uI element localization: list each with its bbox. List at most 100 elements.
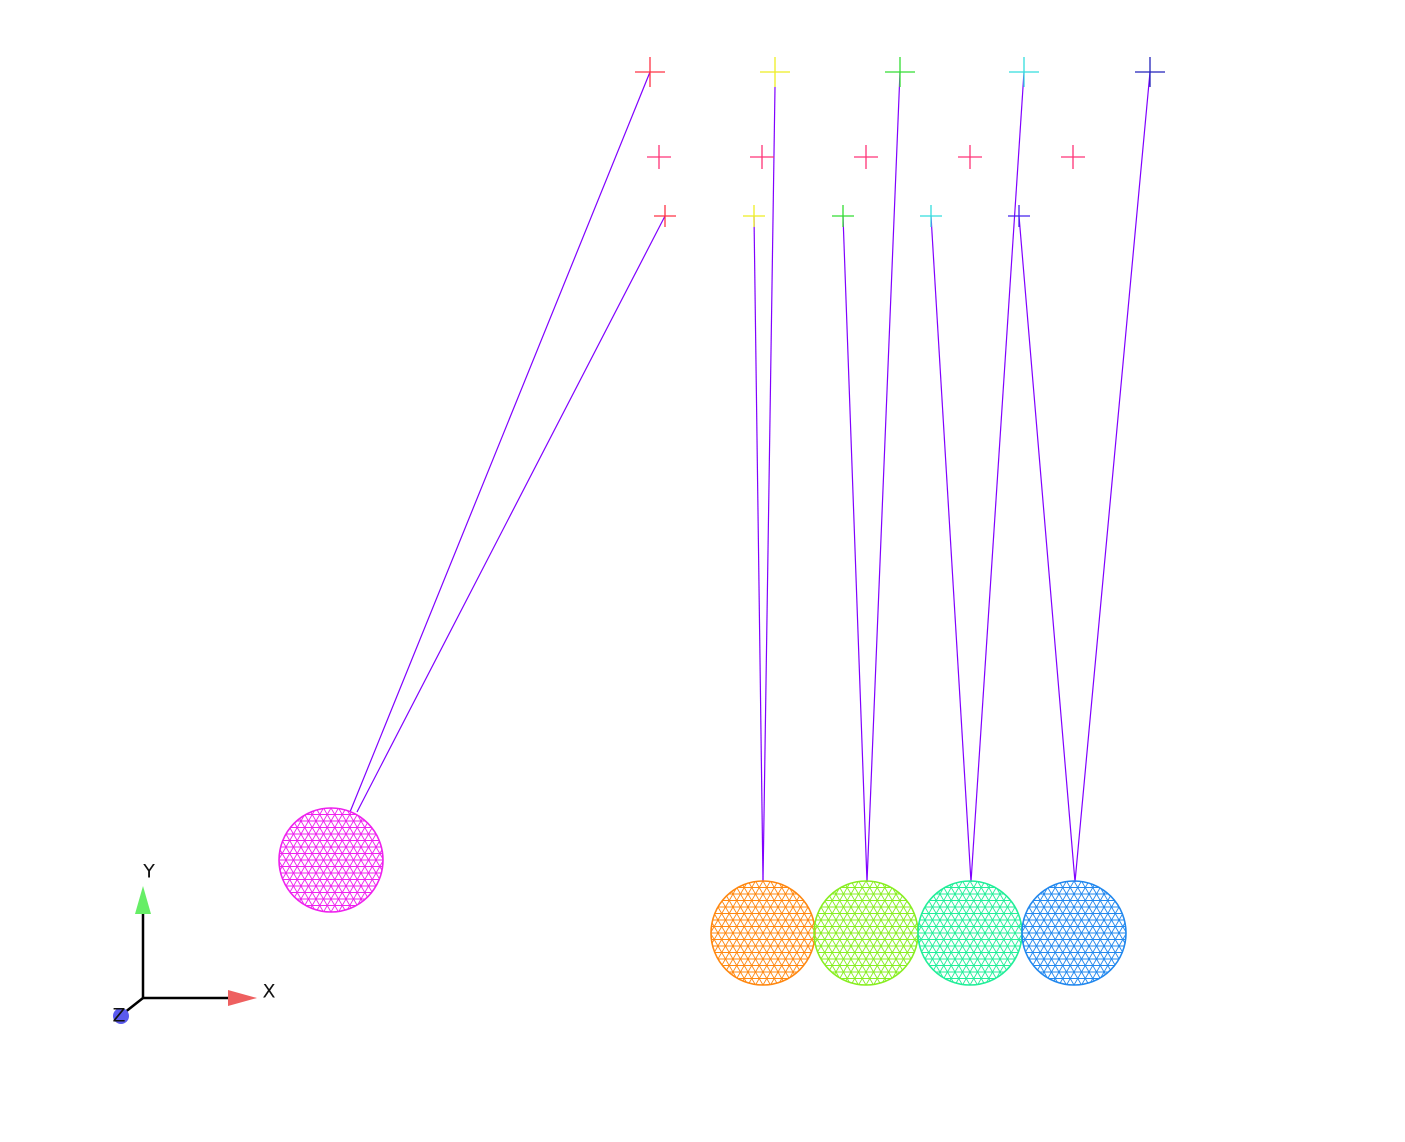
mesh-line	[932, 881, 986, 972]
mesh-line	[279, 808, 330, 890]
y-axis-label: Y	[142, 861, 155, 883]
z-axis-line	[123, 997, 144, 1014]
mesh-line	[839, 887, 893, 979]
mesh-line	[344, 837, 383, 912]
mesh-line	[1047, 887, 1101, 979]
y-axis-cone	[135, 886, 151, 914]
mesh-line	[862, 900, 915, 985]
mesh-line	[1075, 903, 1126, 985]
mesh-line	[867, 881, 918, 963]
anchor-cross	[750, 145, 774, 169]
sphere	[814, 881, 918, 985]
mesh-line	[759, 900, 812, 985]
string	[842, 215, 868, 883]
mesh-line	[753, 897, 807, 985]
mesh-line	[1041, 884, 1095, 976]
mesh-line	[344, 808, 383, 883]
sphere	[711, 881, 815, 985]
mesh-line	[282, 808, 335, 893]
mesh-line	[1030, 897, 1084, 985]
mesh-line	[983, 881, 1022, 956]
mesh-line	[833, 890, 887, 982]
anchor-cross	[760, 57, 790, 87]
string	[970, 71, 1025, 883]
mesh-line	[776, 881, 815, 956]
anchor-cross	[854, 145, 878, 169]
mesh-line	[1087, 881, 1126, 956]
mesh-line	[719, 881, 773, 969]
mesh-line	[764, 881, 815, 963]
mesh-line	[1022, 903, 1073, 985]
mesh-line	[719, 897, 773, 985]
mesh-line	[814, 910, 853, 985]
x-axis-label: X	[262, 981, 275, 1003]
mesh-line	[747, 894, 801, 985]
mesh-line	[845, 890, 899, 982]
mesh-line	[711, 881, 750, 956]
mesh-line	[921, 881, 974, 966]
string	[753, 215, 764, 883]
string	[1018, 215, 1076, 883]
mesh-line	[725, 881, 779, 972]
mesh-line	[833, 884, 887, 976]
axis-triad: Y X Z	[112, 861, 275, 1027]
mesh-line	[327, 827, 380, 912]
mesh-line	[822, 881, 876, 969]
mesh-line	[298, 811, 352, 903]
string	[356, 215, 666, 813]
mesh-line	[1058, 894, 1112, 985]
mesh-line	[293, 808, 347, 899]
mesh-line	[714, 881, 767, 966]
anchor-cross	[1061, 145, 1085, 169]
mesh-line	[1053, 884, 1107, 976]
mesh-line	[856, 897, 910, 985]
mesh-line	[730, 884, 784, 976]
mesh-line	[776, 910, 815, 985]
mesh-line	[879, 910, 918, 985]
z-axis-label: Z	[112, 1005, 125, 1027]
mesh-line	[943, 887, 997, 979]
mesh-line	[1053, 890, 1107, 982]
mesh-line	[879, 881, 918, 956]
mesh-line	[315, 821, 369, 912]
mesh-line	[971, 881, 1022, 963]
mesh-line	[814, 881, 853, 956]
sphere	[918, 881, 1022, 985]
mesh-line	[1025, 881, 1078, 966]
mesh-line	[711, 881, 762, 963]
anchor-cross	[885, 57, 915, 87]
mesh-line	[1087, 910, 1126, 985]
string	[762, 86, 776, 883]
anchor-cross	[1008, 205, 1030, 227]
sphere-outline	[1021, 880, 1127, 986]
mesh-line	[926, 881, 980, 969]
mesh-line	[1022, 881, 1073, 963]
mesh-line	[949, 890, 1003, 982]
string	[866, 71, 901, 883]
mesh-line	[867, 903, 918, 985]
anchor-cross	[832, 205, 854, 227]
mesh-line	[817, 881, 870, 966]
sphere-outline	[278, 807, 384, 913]
mesh-line	[742, 884, 796, 976]
string	[349, 71, 651, 813]
mesh-line	[321, 808, 375, 896]
mesh-line	[1064, 881, 1118, 969]
mesh-line	[310, 817, 364, 909]
mesh-line	[937, 890, 991, 982]
mesh-line	[764, 903, 815, 985]
mesh-line	[332, 830, 383, 912]
z-axis-cone	[113, 1008, 129, 1024]
mesh-line	[1022, 881, 1061, 956]
anchor-cross	[1009, 57, 1039, 87]
mesh-line	[850, 894, 904, 985]
mesh-line	[279, 808, 318, 883]
mesh-line	[711, 910, 750, 985]
anchor-cross	[647, 145, 671, 169]
mesh-line	[1022, 910, 1061, 985]
mesh-line	[753, 881, 807, 969]
x-axis-cone	[228, 990, 257, 1006]
mesh-line	[1041, 890, 1095, 982]
